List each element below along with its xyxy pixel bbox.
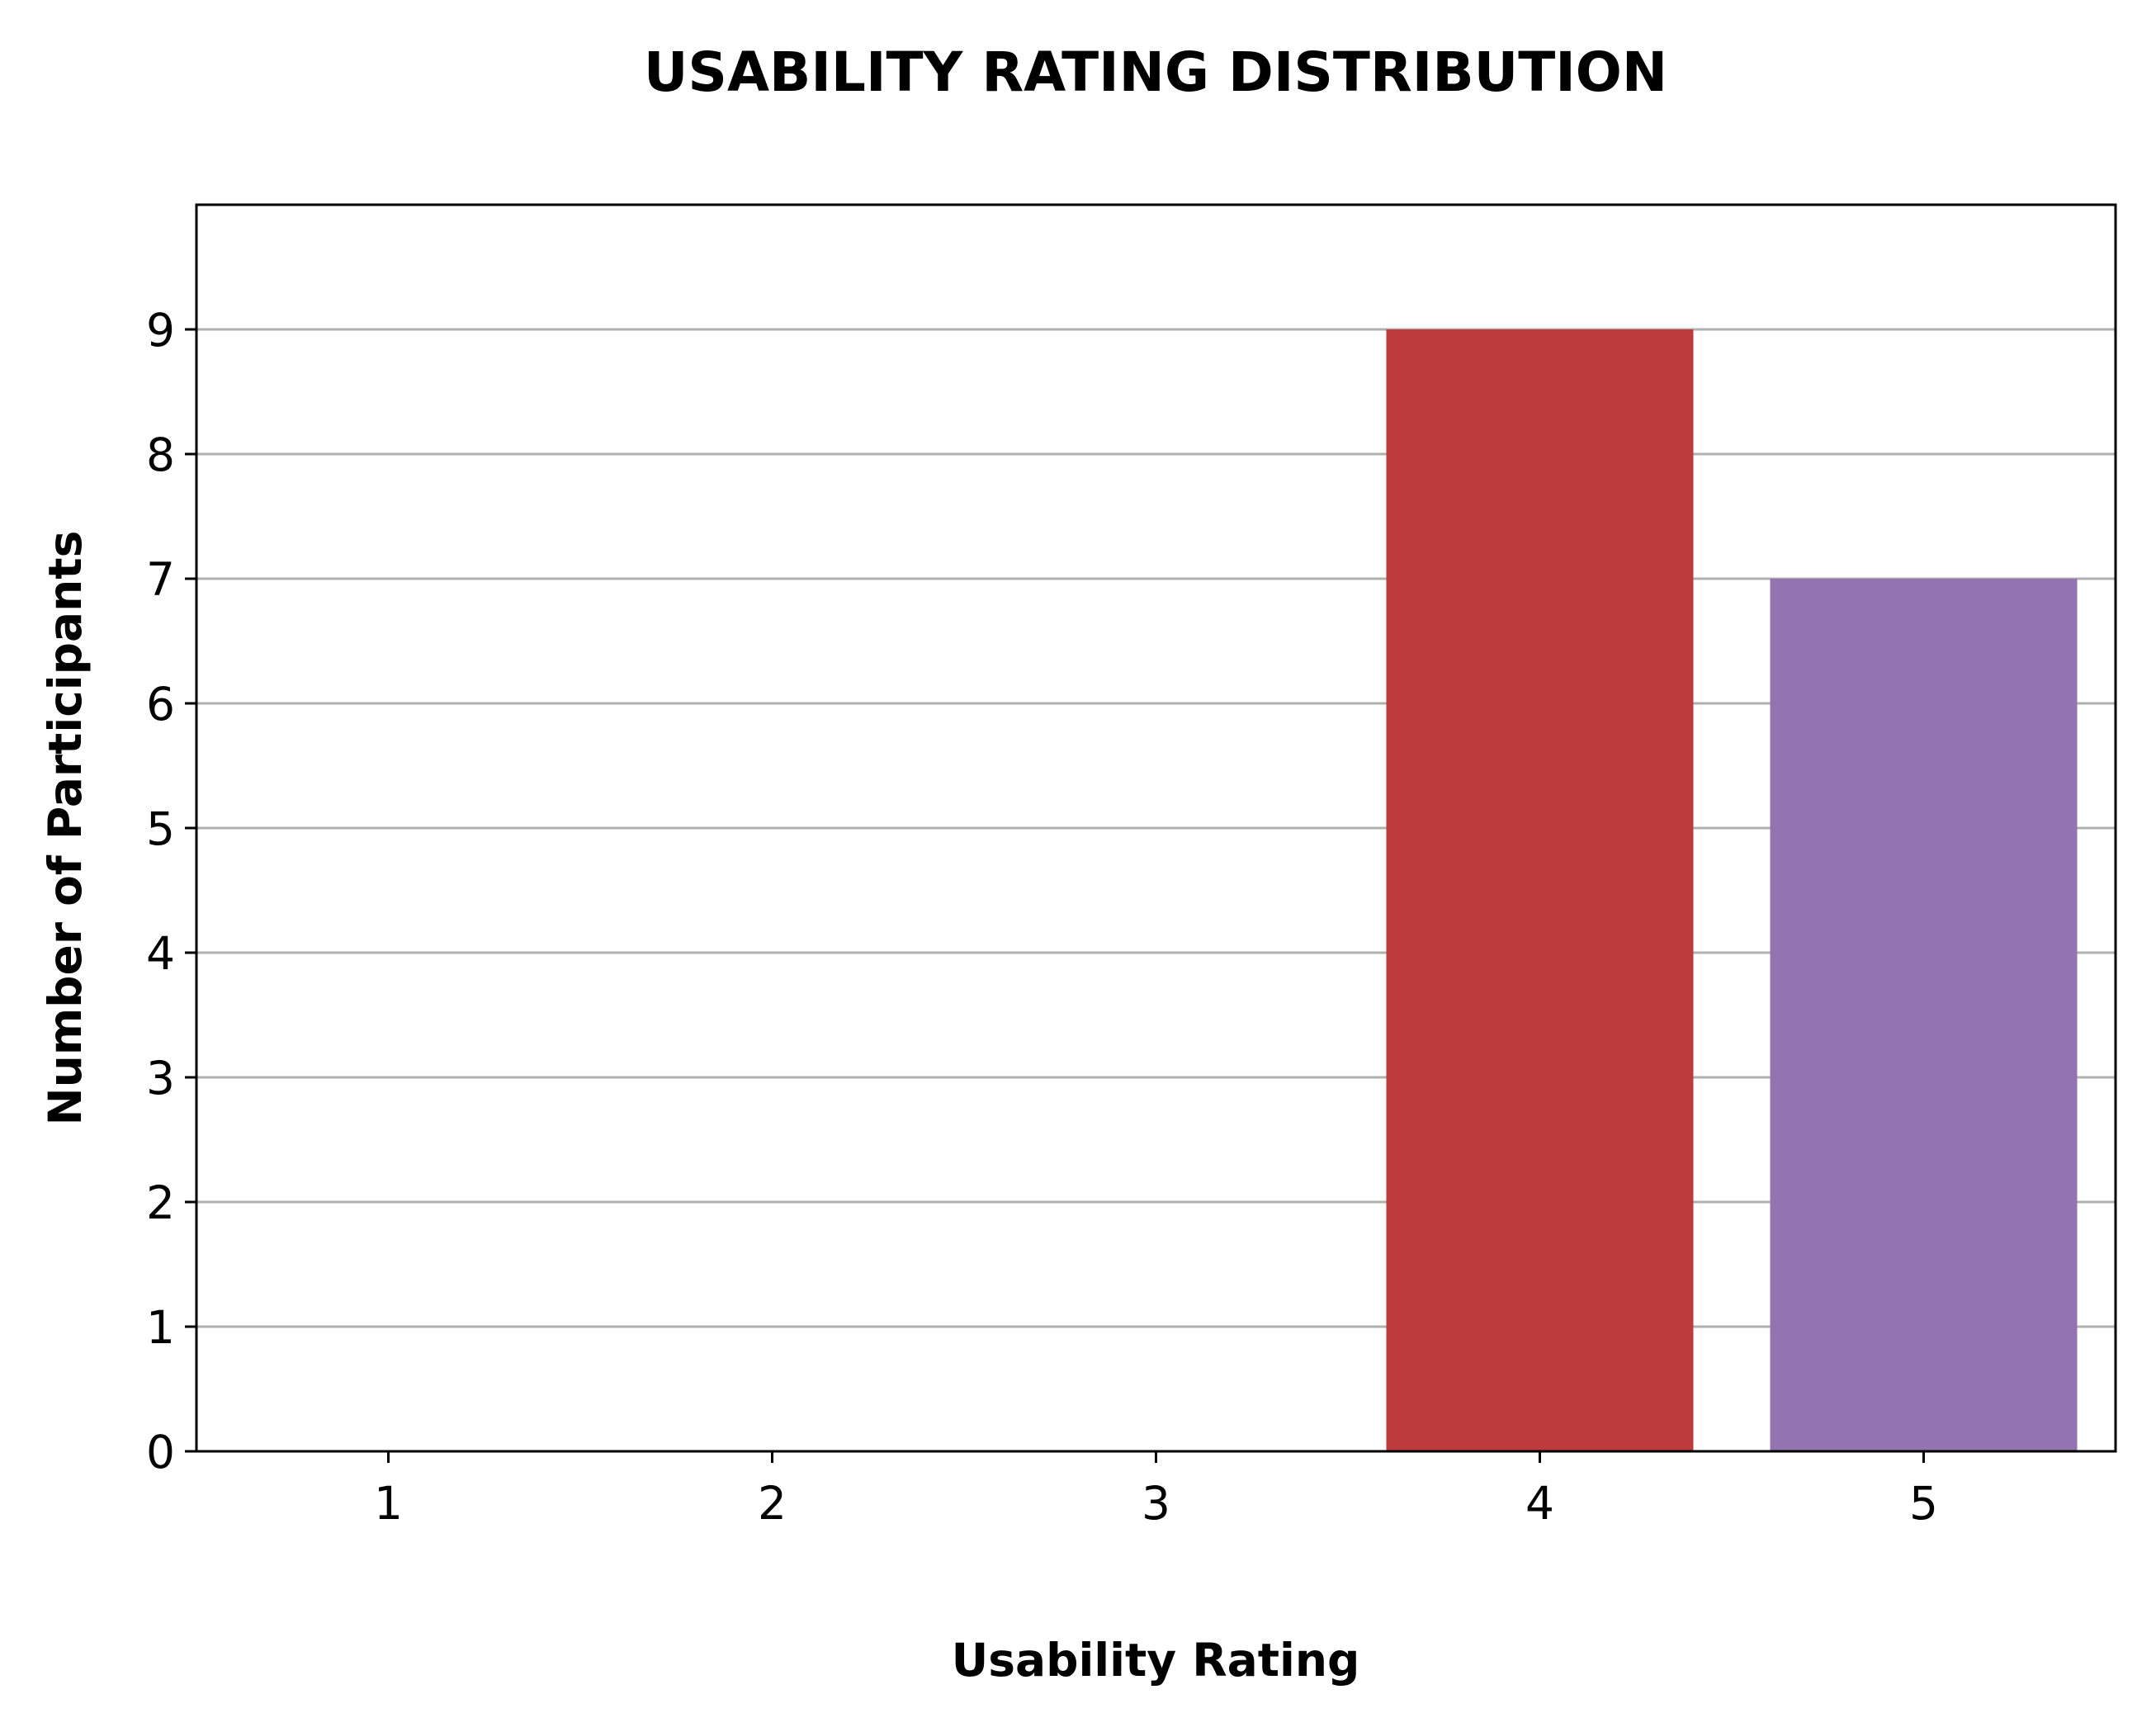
y-tick-label: 5 bbox=[146, 802, 175, 855]
y-tick-label: 0 bbox=[146, 1426, 175, 1479]
y-axis-label: Number of Participants bbox=[39, 531, 92, 1126]
y-tick-label: 8 bbox=[146, 428, 175, 481]
bar-rating-4 bbox=[1386, 329, 1694, 1451]
x-tick-label: 5 bbox=[1909, 1477, 1938, 1530]
y-tick-label: 4 bbox=[146, 927, 175, 980]
chart-title: USABILITY RATING DISTRIBUTION bbox=[644, 40, 1667, 104]
bars bbox=[1386, 329, 2078, 1451]
y-tick-label: 7 bbox=[146, 553, 175, 606]
y-tick-label: 2 bbox=[146, 1176, 175, 1229]
x-tick-label: 4 bbox=[1525, 1477, 1554, 1530]
x-tick-label: 2 bbox=[758, 1477, 787, 1530]
y-axis-ticks: 0 1 2 3 4 5 6 7 8 9 bbox=[146, 304, 196, 1479]
y-tick-label: 9 bbox=[146, 304, 175, 357]
x-tick-label: 3 bbox=[1142, 1477, 1170, 1530]
x-axis-ticks: 1 2 3 4 5 bbox=[374, 1451, 1938, 1530]
y-tick-label: 6 bbox=[146, 678, 175, 731]
bar-rating-5 bbox=[1770, 579, 2078, 1451]
y-tick-label: 3 bbox=[146, 1052, 175, 1105]
y-tick-label: 1 bbox=[146, 1301, 175, 1354]
x-tick-label: 1 bbox=[374, 1477, 403, 1530]
x-axis-label: Usability Rating bbox=[952, 1634, 1360, 1687]
